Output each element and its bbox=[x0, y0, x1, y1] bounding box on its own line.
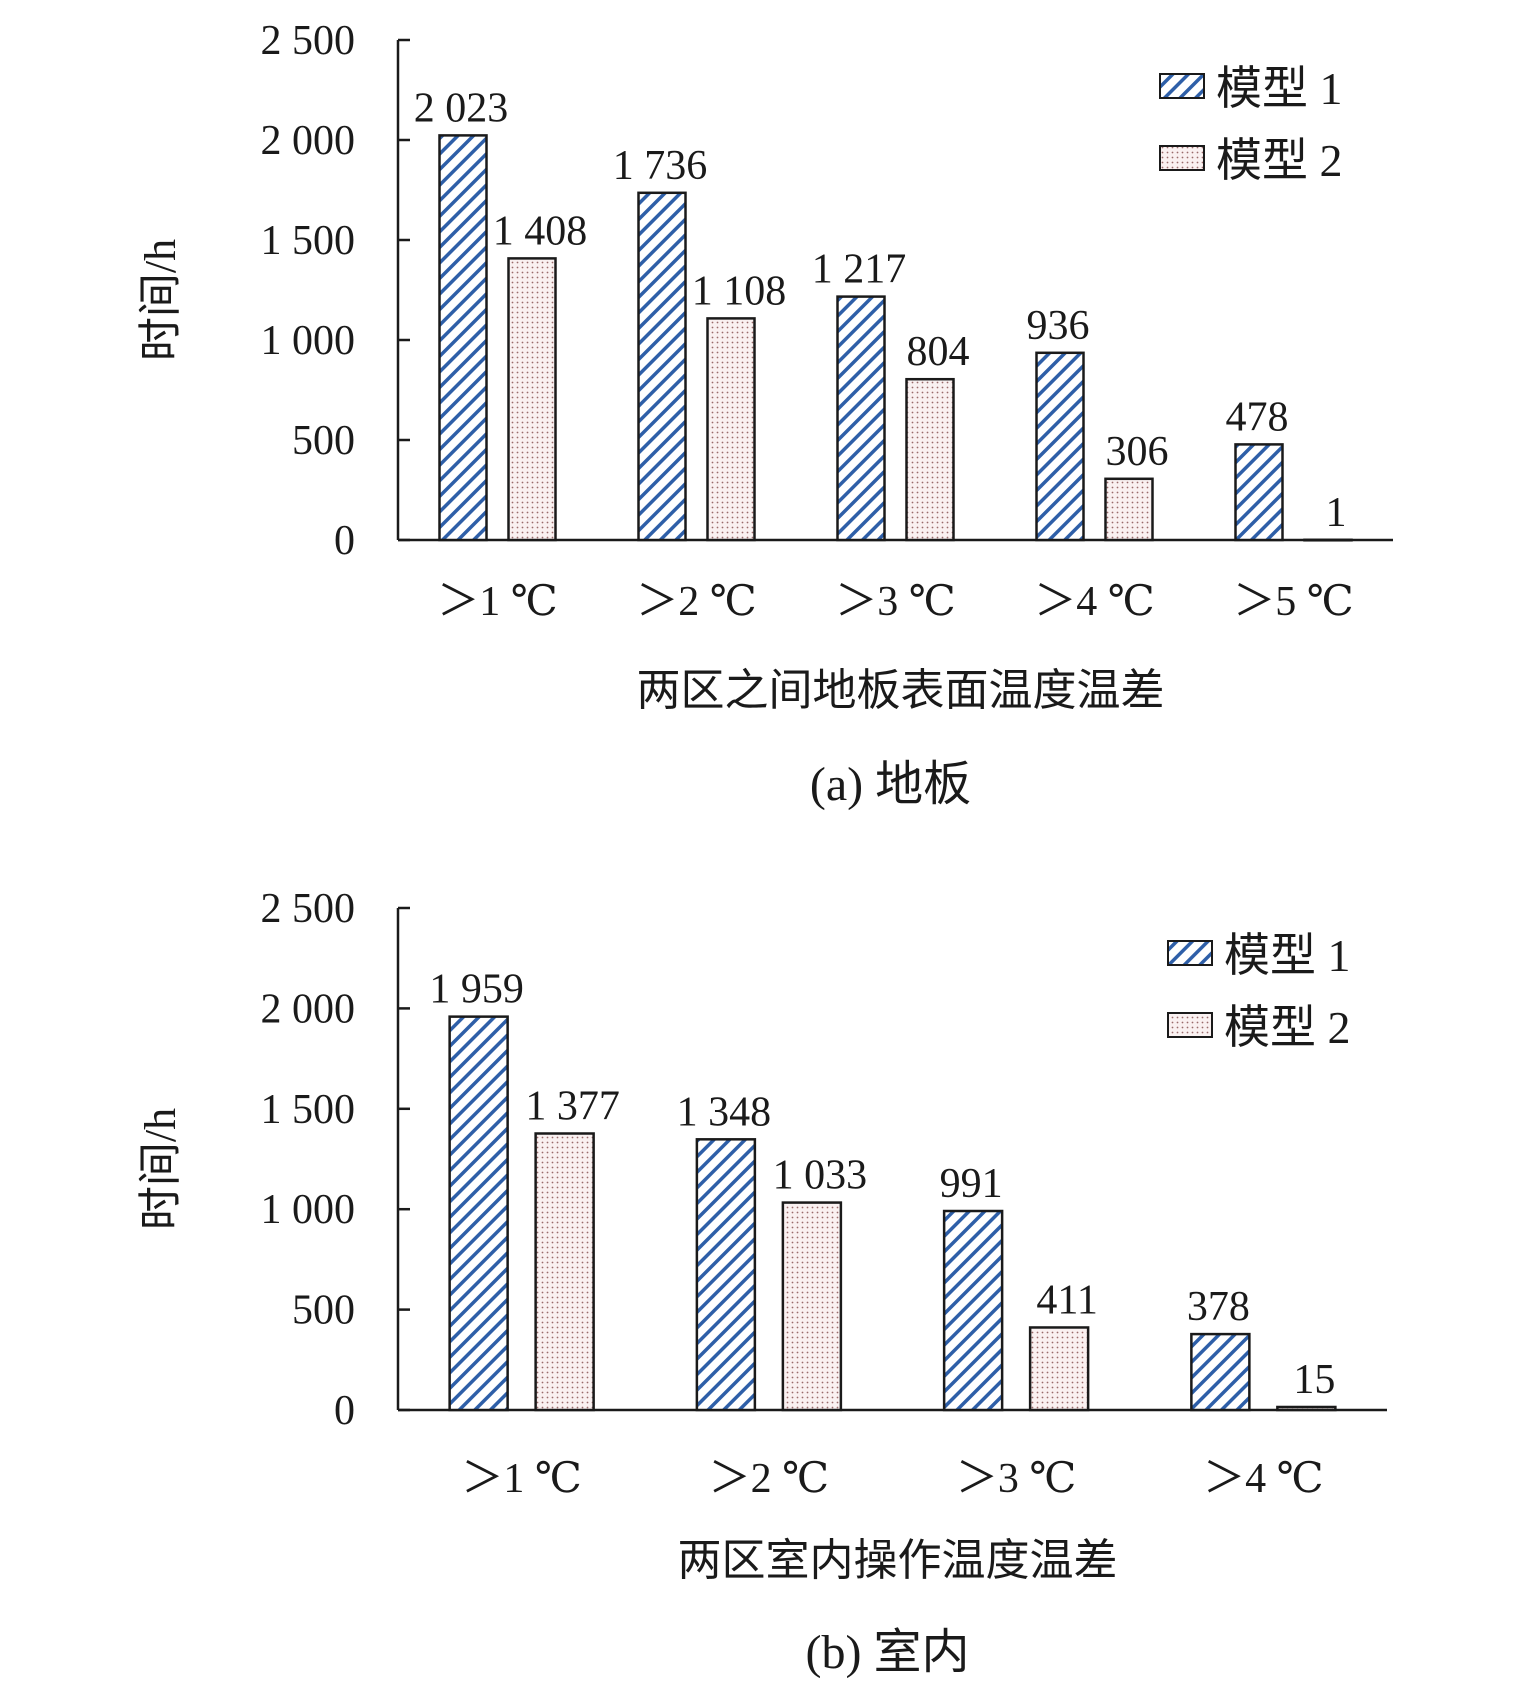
bar-series2-1 bbox=[534, 1132, 595, 1412]
chart-caption: (b) 室内 bbox=[806, 1626, 970, 1679]
data-label-series2-1: 1 408 bbox=[493, 208, 588, 254]
legend-label-series1: 模型 1 bbox=[1224, 930, 1351, 981]
y-tick-label: 1 500 bbox=[261, 1087, 356, 1133]
y-tick-label: 2 000 bbox=[261, 118, 356, 164]
y-tick-label: 0 bbox=[334, 518, 355, 564]
x-category-label: ＞2 ℃ bbox=[709, 1456, 829, 1502]
y-tick-label: 500 bbox=[292, 1288, 355, 1334]
chart-indoor: 0 500 1 000 1 500 2 000 2 500 1 959 1 377 ＞1 ℃ 1 … bbox=[136, 886, 1387, 1679]
bar-series1-4 bbox=[1190, 1332, 1251, 1412]
legend-swatch-series1 bbox=[1167, 940, 1213, 966]
bar-series2-2 bbox=[706, 317, 756, 542]
bar-series2-3 bbox=[1028, 1326, 1090, 1412]
data-label-series1-4: 378 bbox=[1187, 1284, 1250, 1330]
bar-series2-4 bbox=[1276, 1405, 1337, 1412]
data-label-series1-2: 1 736 bbox=[613, 143, 708, 189]
x-category-label: ＞1 ℃ bbox=[461, 1456, 581, 1502]
bar-series1-3 bbox=[836, 295, 886, 542]
legend-label-series1: 模型 1 bbox=[1216, 63, 1343, 114]
data-label-series2-5: 1 bbox=[1326, 490, 1347, 536]
legend-swatch-series2 bbox=[1159, 145, 1205, 171]
y-tick-label: 2 000 bbox=[261, 986, 356, 1032]
data-label-series1-1: 1 959 bbox=[429, 967, 524, 1013]
x-category-label: ＞2 ℃ bbox=[636, 579, 756, 625]
legend-label-series2: 模型 2 bbox=[1224, 1002, 1351, 1053]
y-tick-label: 500 bbox=[292, 418, 355, 464]
data-label-series2-2: 1 033 bbox=[773, 1153, 868, 1199]
data-label-series2-2: 1 108 bbox=[692, 268, 787, 314]
bar-series2-2 bbox=[781, 1201, 843, 1412]
data-label-series2-3: 804 bbox=[907, 329, 970, 375]
x-category-label: ＞3 ℃ bbox=[956, 1456, 1076, 1502]
bar-series2-1 bbox=[507, 257, 557, 542]
legend-swatch-series2 bbox=[1167, 1012, 1213, 1038]
bar-series2-4 bbox=[1104, 477, 1154, 542]
x-category-label: ＞4 ℃ bbox=[1203, 1456, 1323, 1502]
y-axis-title: 时间/h bbox=[136, 239, 185, 361]
bar-series2-3 bbox=[905, 377, 955, 542]
y-tick-label: 1 000 bbox=[261, 1187, 356, 1233]
data-label-series1-3: 1 217 bbox=[812, 247, 907, 293]
y-tick-label: 2 500 bbox=[261, 886, 356, 932]
y-axis-title: 时间/h bbox=[136, 1108, 185, 1230]
legend: 模型 1 模型 2 bbox=[1167, 930, 1351, 1053]
y-tick-label: 1 500 bbox=[261, 218, 356, 264]
data-label-series2-3: 411 bbox=[1036, 1277, 1097, 1323]
y-tick-label: 1 000 bbox=[261, 318, 356, 364]
data-label-series1-1: 2 023 bbox=[414, 85, 509, 131]
data-label-series2-1: 1 377 bbox=[525, 1083, 620, 1129]
x-axis-title: 两区室内操作温度温差 bbox=[678, 1536, 1118, 1585]
bar-series1-2 bbox=[695, 1138, 757, 1412]
x-category-label: ＞3 ℃ bbox=[835, 579, 955, 625]
bar-series1-5 bbox=[1234, 443, 1284, 542]
y-tick-label: 2 500 bbox=[261, 18, 356, 64]
data-label-series1-5: 478 bbox=[1226, 394, 1289, 440]
y-tick-label: 0 bbox=[334, 1388, 355, 1434]
bar-series1-4 bbox=[1035, 351, 1085, 542]
data-label-series1-2: 1 348 bbox=[677, 1089, 772, 1135]
bar-series1-2 bbox=[637, 191, 687, 542]
bar-series1-3 bbox=[942, 1209, 1004, 1412]
x-axis-title: 两区之间地板表面温度温差 bbox=[637, 666, 1165, 715]
legend: 模型 1 模型 2 bbox=[1159, 63, 1343, 186]
bar-series1-1 bbox=[438, 134, 488, 542]
bar-series2-5 bbox=[1303, 538, 1353, 542]
bar-series1-1 bbox=[448, 1015, 509, 1412]
legend-swatch-series1 bbox=[1159, 73, 1205, 99]
chart-floor: 0 500 1 000 1 500 2 000 2 500 2 023 1 408 ＞1 ℃ 1 … bbox=[136, 18, 1393, 811]
data-label-series2-4: 15 bbox=[1293, 1357, 1335, 1403]
legend-label-series2: 模型 2 bbox=[1216, 135, 1343, 186]
data-label-series2-4: 306 bbox=[1106, 429, 1169, 475]
data-label-series1-3: 991 bbox=[940, 1161, 1003, 1207]
x-category-label: ＞1 ℃ bbox=[437, 579, 557, 625]
x-category-label: ＞4 ℃ bbox=[1034, 579, 1154, 625]
x-category-label: ＞5 ℃ bbox=[1233, 579, 1353, 625]
chart-caption: (a) 地板 bbox=[810, 758, 971, 811]
data-label-series1-4: 936 bbox=[1027, 303, 1090, 349]
